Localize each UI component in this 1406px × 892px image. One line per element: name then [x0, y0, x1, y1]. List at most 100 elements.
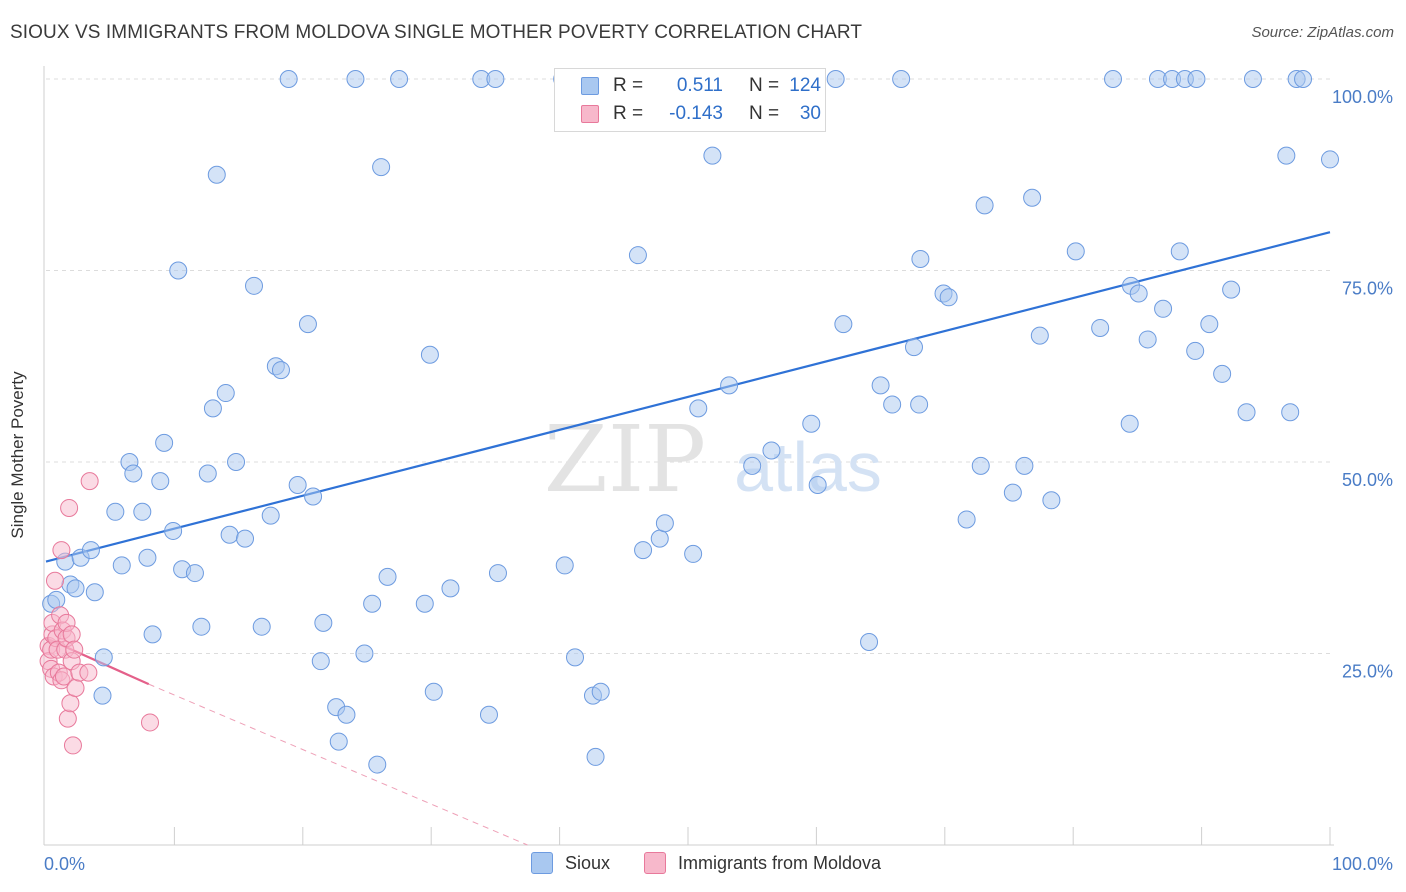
legend-n-label: N =	[749, 103, 780, 124]
data-point-sioux	[634, 541, 653, 560]
data-point-sioux	[762, 441, 781, 460]
bottom-legend-moldova: Immigrants from Moldova	[644, 850, 881, 876]
data-point-sioux	[368, 755, 387, 774]
data-point-sioux	[808, 475, 827, 494]
data-point-sioux	[378, 567, 397, 586]
data-point-sioux	[826, 70, 845, 88]
legend-r-label: R =	[613, 75, 644, 96]
data-point-sioux	[1023, 188, 1042, 207]
data-point-sioux	[227, 453, 246, 471]
y-axis-label: Single Mother Poverty	[8, 371, 27, 539]
data-points	[39, 70, 1339, 774]
data-point-sioux	[279, 70, 298, 88]
data-point-sioux	[1003, 483, 1022, 502]
data-point-sioux	[650, 529, 669, 548]
legend-swatch-moldova	[581, 105, 599, 123]
data-point-sioux	[207, 165, 226, 184]
data-point-sioux	[834, 315, 853, 334]
data-point-sioux	[904, 338, 923, 357]
data-point-sioux	[1281, 403, 1300, 422]
data-point-moldova	[60, 498, 79, 517]
data-point-sioux	[329, 732, 348, 751]
data-point-sioux	[441, 579, 460, 598]
y-tick-label: 50.0%	[1342, 470, 1393, 490]
data-point-sioux	[1243, 70, 1262, 88]
data-point-sioux	[1294, 70, 1313, 88]
data-point-sioux	[1186, 341, 1205, 360]
data-point-moldova	[65, 640, 84, 659]
data-point-sioux	[47, 590, 66, 609]
watermark-zip: ZIP	[544, 406, 706, 513]
data-point-moldova	[80, 472, 99, 491]
legend-row-sioux: R = 0.511 N = 124	[581, 72, 821, 100]
data-point-sioux	[555, 556, 574, 575]
data-point-sioux	[346, 70, 365, 88]
data-point-sioux	[1187, 70, 1206, 88]
data-point-sioux	[488, 564, 507, 583]
data-point-moldova	[141, 713, 160, 732]
data-point-sioux	[871, 376, 890, 395]
data-point-sioux	[424, 682, 443, 701]
data-point-sioux	[236, 529, 255, 548]
legend-r-value-moldova: -0.143	[669, 103, 723, 124]
data-point-sioux	[1091, 318, 1110, 337]
axes	[43, 66, 1334, 846]
data-point-sioux	[910, 395, 929, 414]
data-point-sioux	[586, 747, 605, 766]
data-point-sioux	[1138, 330, 1157, 349]
data-point-sioux	[911, 250, 930, 269]
data-point-sioux	[390, 70, 409, 88]
x-tick-labels: 0.0% 100.0%	[44, 854, 1393, 874]
data-point-sioux	[245, 276, 264, 295]
data-point-sioux	[1200, 315, 1219, 334]
data-point-sioux	[1120, 414, 1139, 433]
data-point-sioux	[192, 617, 211, 636]
y-tick-labels: 25.0% 50.0% 75.0% 100.0%	[1332, 87, 1393, 682]
data-point-sioux	[143, 625, 162, 644]
data-point-moldova	[62, 625, 81, 644]
bottom-legend-label-moldova: Immigrants from Moldova	[678, 852, 882, 873]
data-point-sioux	[1030, 326, 1049, 345]
data-point-sioux	[220, 525, 239, 544]
data-point-sioux	[169, 261, 188, 280]
data-point-sioux	[1042, 491, 1061, 510]
legend: R = 0.511 N = 124 R = -0.143 N = 30	[554, 68, 826, 132]
x-tick-label: 0.0%	[44, 854, 85, 874]
data-point-sioux	[743, 456, 762, 475]
data-point-sioux	[337, 705, 356, 724]
data-point-sioux	[81, 541, 100, 560]
data-point-sioux	[288, 475, 307, 494]
data-point-sioux	[892, 70, 911, 88]
data-point-sioux	[1222, 280, 1241, 299]
bottom-legend-swatch-moldova	[644, 852, 666, 874]
bottom-legend-sioux: Sioux	[531, 850, 610, 876]
data-point-sioux	[1277, 146, 1296, 165]
data-point-sioux	[133, 502, 152, 521]
data-point-moldova	[79, 663, 98, 682]
data-point-sioux	[85, 583, 104, 602]
legend-r-label: R =	[613, 103, 644, 124]
y-tick-label: 75.0%	[1342, 279, 1393, 299]
data-point-sioux	[355, 644, 374, 663]
data-point-sioux	[1129, 284, 1148, 303]
watermark: ZIP atlas	[544, 406, 882, 513]
y-tick-label: 25.0%	[1342, 662, 1393, 682]
data-point-moldova	[61, 694, 80, 713]
data-point-sioux	[106, 502, 125, 521]
data-point-moldova	[66, 678, 85, 697]
data-point-sioux	[591, 682, 610, 701]
data-point-sioux	[420, 345, 439, 364]
data-point-sioux	[655, 514, 674, 533]
trend-line-sioux	[45, 231, 1331, 563]
data-point-sioux	[185, 564, 204, 583]
y-tick-label: 100.0%	[1332, 87, 1393, 107]
data-point-sioux	[689, 399, 708, 418]
data-point-sioux	[1015, 456, 1034, 475]
data-point-sioux	[311, 652, 330, 671]
data-point-moldova	[45, 571, 64, 590]
data-point-sioux	[684, 544, 703, 563]
bottom-legend-swatch-sioux	[531, 852, 553, 874]
data-point-sioux	[975, 196, 994, 215]
data-point-sioux	[971, 456, 990, 475]
